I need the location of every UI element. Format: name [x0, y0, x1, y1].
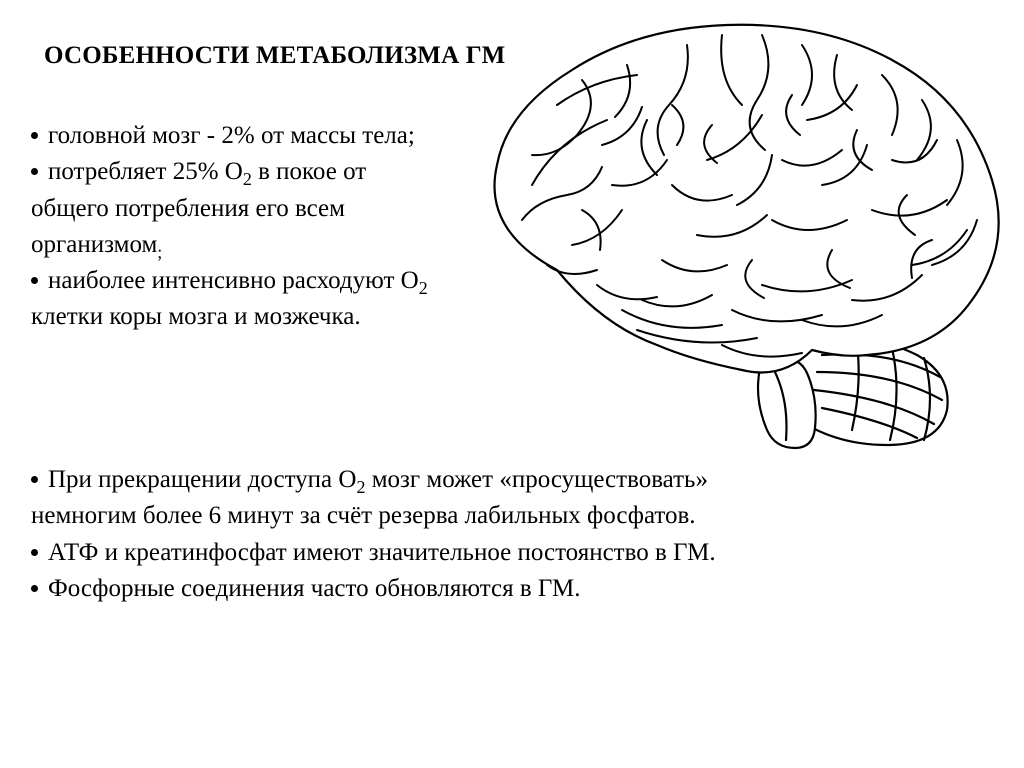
tiny-semicolon: ;: [157, 242, 162, 262]
bullet-continuation: клетки коры мозга и мозжечка.: [31, 299, 461, 335]
bullet-text: Фосфорные соединения часто обновляются в…: [48, 571, 580, 607]
bullet-continuation: общего потребления его всем организмом;: [31, 191, 461, 264]
bullet-text: АТФ и креатинфосфат имеют значительное п…: [48, 535, 716, 571]
bottom-bullet-block: При прекращении доступа О2 мозг может «п…: [31, 462, 981, 607]
list-item: головной мозг - 2% от массы тела;: [31, 118, 461, 154]
brain-illustration: [462, 10, 1022, 450]
subscript: 2: [419, 278, 428, 298]
list-item: наиболее интенсивно расходуют О2: [31, 263, 461, 299]
bullet-dot-icon: [31, 476, 38, 483]
bullet-text: головной мозг - 2% от массы тела;: [48, 118, 415, 154]
list-item: При прекращении доступа О2 мозг может «п…: [31, 462, 981, 498]
bullet-text: При прекращении доступа О2 мозг может «п…: [48, 462, 708, 498]
bullet-dot-icon: [31, 277, 38, 284]
slide: ОСОБЕННОСТИ МЕТАБОЛИЗМА ГМ головной мозг…: [0, 0, 1024, 768]
list-item: потребляет 25% О2 в покое от: [31, 154, 461, 190]
subscript: 2: [243, 169, 252, 189]
top-bullet-block: головной мозг - 2% от массы тела; потреб…: [31, 118, 461, 336]
bullet-dot-icon: [31, 585, 38, 592]
list-item: АТФ и креатинфосфат имеют значительное п…: [31, 535, 981, 571]
bullet-text: наиболее интенсивно расходуют О2: [48, 263, 428, 299]
bullet-continuation: немногим более 6 минут за счёт резерва л…: [31, 498, 981, 534]
bullet-dot-icon: [31, 132, 38, 139]
slide-title: ОСОБЕННОСТИ МЕТАБОЛИЗМА ГМ: [44, 42, 505, 70]
list-item: Фосфорные соединения часто обновляются в…: [31, 571, 981, 607]
bullet-dot-icon: [31, 549, 38, 556]
bullet-dot-icon: [31, 168, 38, 175]
brain-icon: [462, 10, 1022, 450]
bullet-text: потребляет 25% О2 в покое от: [48, 154, 366, 190]
